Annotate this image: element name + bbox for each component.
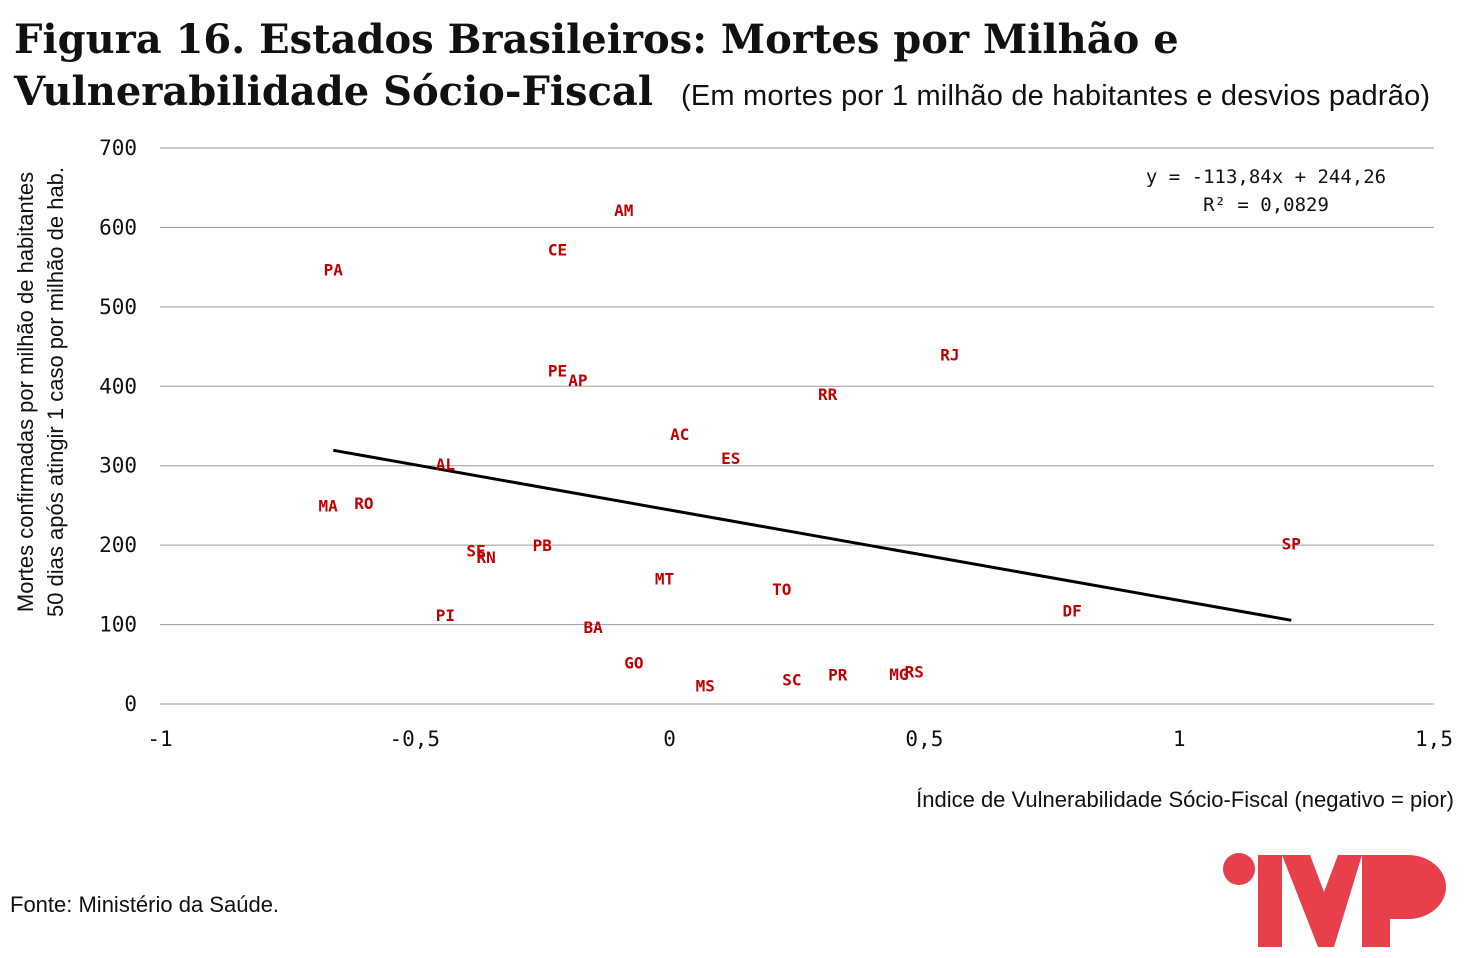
source-note: Fonte: Ministério da Saúde. — [10, 892, 280, 917]
logo-i-shape — [1258, 855, 1282, 947]
point-label-ms: MS — [696, 677, 715, 696]
y-tick-label: 600 — [99, 215, 137, 239]
point-label-mt: MT — [655, 570, 674, 589]
point-label-ac: AC — [670, 425, 689, 444]
point-label-ap: AP — [568, 371, 587, 390]
logo-p-shape — [1362, 855, 1446, 947]
x-tick-label: -0,5 — [390, 727, 441, 751]
gridlines — [160, 147, 1434, 705]
point-label-ce: CE — [548, 241, 567, 260]
scatter-chart: 0 100 200 300 400 500 600 700 -1 -0,5 0 0,5 1 1,5 AM… — [13, 136, 1454, 812]
y-tick-label: 300 — [99, 454, 137, 478]
point-label-rj: RJ — [940, 346, 959, 365]
point-label-ma: MA — [319, 496, 339, 515]
x-tick-label: 0 — [663, 727, 676, 751]
x-tick-label: 0,5 — [905, 727, 943, 751]
y-axis-ticks: 0 100 200 300 400 500 600 700 — [99, 136, 137, 716]
y-axis-title-line2: 50 dias após atingir 1 caso por milhão d… — [43, 167, 68, 617]
y-tick-label: 500 — [99, 295, 137, 319]
point-label-ba: BA — [584, 618, 604, 637]
logo-m-shape — [1282, 855, 1362, 947]
point-label-sp: SP — [1282, 535, 1301, 554]
point-label-es: ES — [721, 449, 740, 468]
y-tick-label: 100 — [99, 613, 137, 637]
point-label-am: AM — [614, 201, 633, 220]
x-axis-title: Índice de Vulnerabilidade Sócio-Fiscal (… — [916, 787, 1454, 812]
point-label-pr: PR — [828, 666, 848, 685]
y-tick-label: 400 — [99, 374, 137, 398]
y-tick-label: 0 — [124, 692, 137, 716]
point-label-go: GO — [624, 654, 643, 673]
y-axis-title-line1: Mortes confirmadas por milhão de habitan… — [13, 172, 38, 612]
point-label-rs: RS — [905, 662, 924, 681]
x-tick-label: 1,5 — [1415, 727, 1453, 751]
logo-dot-shape — [1223, 853, 1255, 885]
x-tick-label: -1 — [147, 727, 172, 751]
point-label-al: AL — [436, 455, 455, 474]
point-label-pa: PA — [324, 261, 344, 280]
point-label-mg: MG — [889, 665, 908, 684]
y-tick-label: 200 — [99, 533, 137, 557]
point-label-sc: SC — [782, 670, 801, 689]
ifi-logo — [1223, 853, 1446, 947]
chart-subtitle: (Em mortes por 1 milhão de habitantes e … — [680, 80, 1431, 112]
x-tick-label: 1 — [1173, 727, 1186, 751]
point-label-se: SE — [466, 542, 485, 561]
point-label-rn: RN — [477, 548, 496, 567]
trendline-path — [333, 448, 1292, 622]
chart-title: Figura 16. Estados Brasileiros: Mortes p… — [14, 16, 1431, 115]
x-axis-ticks: -1 -0,5 0 0,5 1 1,5 — [147, 727, 1453, 751]
point-label-pb: PB — [533, 536, 553, 555]
point-label-df: DF — [1063, 601, 1082, 620]
trend-equation: y = -113,84x + 244,26 — [1146, 166, 1386, 188]
point-label-to: TO — [772, 580, 791, 599]
point-label-pi: PI — [436, 606, 455, 625]
point-label-pe: PE — [548, 361, 567, 380]
point-label-rr: RR — [818, 385, 838, 404]
trend-r2: R² = 0,0829 — [1203, 194, 1329, 216]
point-label-ro: RO — [354, 494, 373, 513]
y-tick-label: 700 — [99, 136, 137, 160]
trendline — [333, 448, 1292, 622]
